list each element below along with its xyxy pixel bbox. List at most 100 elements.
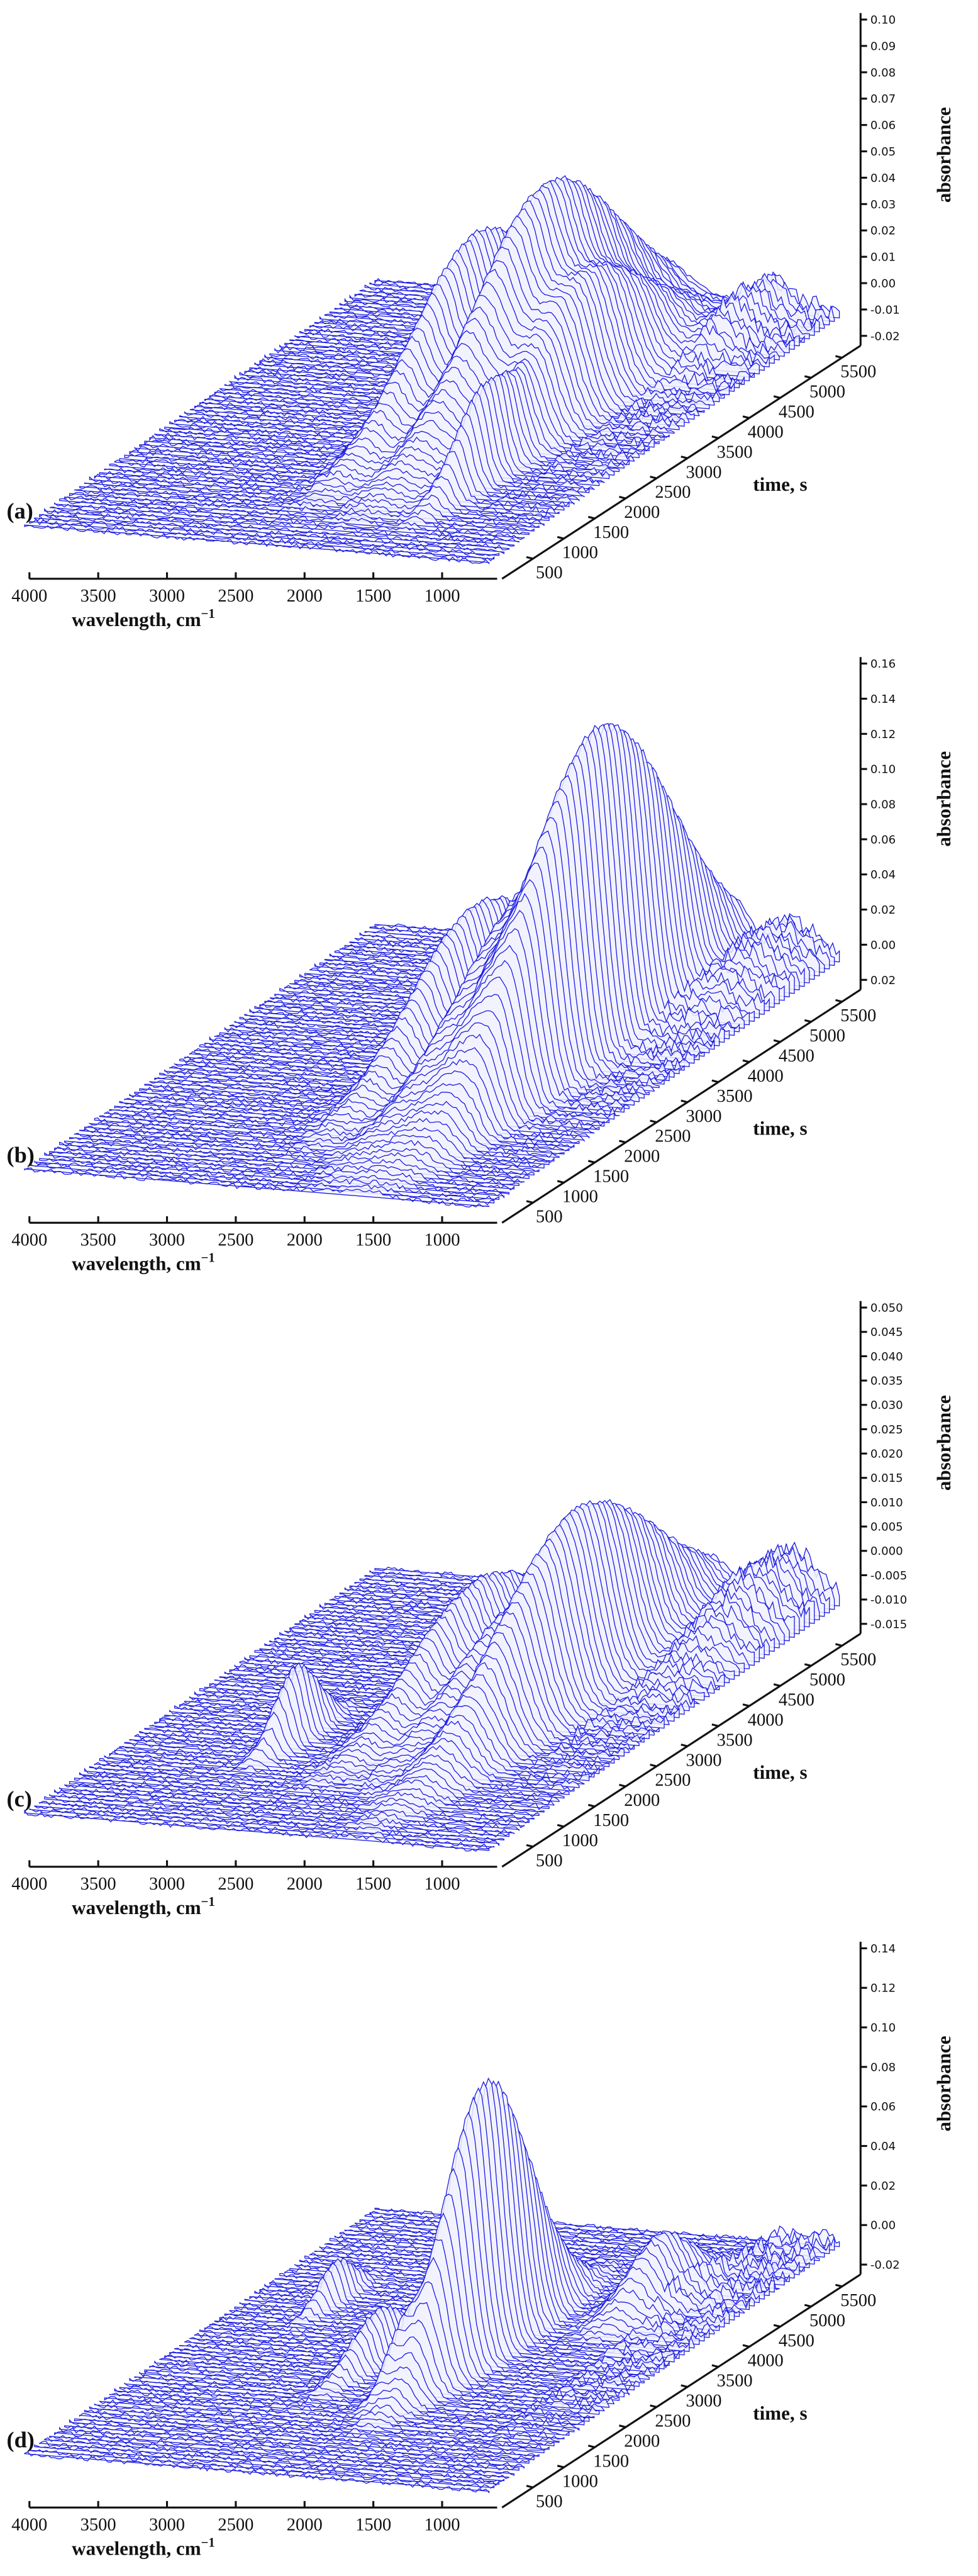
y-tick [711,1723,719,1727]
y-tick [804,2304,812,2308]
surface-slice [49,1150,515,1191]
y-tick-label: 2500 [655,1127,691,1146]
x-axis-label: wavelength, cm−1 [72,607,215,630]
y-tick [742,2344,750,2348]
surface-slice [24,2451,490,2494]
x-tick-label: 4000 [11,1231,47,1250]
z-tick-label: 0.050 [870,1302,903,1315]
surface-slice [99,2399,565,2440]
x-axis-label-text: wavelength, cm [72,1252,201,1274]
y-tick [526,1200,533,1204]
panel: 4000 3500 3000 2500 2000 1500 1000wavelength, … [7,1942,955,2559]
x-axis-label-superscript: −1 [201,1895,215,1909]
y-tick-label: 4500 [779,402,814,422]
z-tick-label: -0.015 [870,1618,907,1631]
z-tick-label: 0.07 [870,92,896,106]
x-tick-label: 1500 [355,1231,391,1250]
z-tick-label: 0.02 [870,225,896,238]
panel: 4000 3500 3000 2500 2000 1500 1000wavelength, … [7,13,955,630]
x-tick-label: 2500 [218,586,253,606]
y-tick-label: 5000 [809,1671,845,1690]
y-tick [526,1844,533,1848]
y-tick [711,435,719,439]
surface-slice [84,481,550,523]
x-axis-label-superscript: −1 [201,2536,215,2550]
surface-slice [54,1789,520,1832]
surface-slice [59,2426,525,2469]
y-tick-label: 3000 [686,1107,721,1126]
surface-slice [94,2403,560,2443]
y-tick [773,1683,781,1687]
z-tick-label: 0.04 [870,868,896,882]
x-tick-label: 2000 [287,1231,323,1250]
x-tick-label: 1500 [355,586,391,606]
y-tick [835,999,843,1003]
z-tick-label: 0.16 [870,658,896,671]
y-tick [742,415,750,419]
surface-slice [29,1808,495,1849]
x-tick-label: 2000 [287,586,323,606]
x-axis-label-text: wavelength, cm [72,1896,201,1918]
x-tick-label: 1500 [355,1874,391,1894]
x-tick-label: 3500 [81,1874,116,1894]
y-tick [557,1180,564,1184]
x-axis-label-superscript: −1 [201,607,215,621]
y-tick [526,556,533,560]
y-tick-label: 5000 [809,2311,845,2331]
surface-slice [39,2441,505,2482]
y-tick [587,1803,596,1808]
z-tick-label: -0.010 [870,1594,907,1607]
x-tick-label: 1000 [424,586,460,606]
y-tick-label: 1000 [562,543,598,563]
surface-slice [44,508,510,551]
y-axis [501,1633,862,1868]
y-tick [804,1663,812,1667]
y-tick [619,495,626,500]
y-tick [557,2465,564,2468]
y-axis [501,345,862,580]
surface-slice [29,2449,495,2489]
z-axis-label: absorbance [933,2036,955,2131]
z-tick-label: 0.015 [870,1472,903,1485]
y-tick-label: 3500 [717,442,753,462]
z-tick-label: 0.12 [870,1982,896,1995]
y-tick [619,1140,626,1144]
y-axis [501,988,862,1224]
z-tick-label: 0.010 [870,1496,903,1509]
x-tick-label: 3000 [149,1231,185,1250]
y-tick-label: 3500 [717,2372,753,2391]
z-tick-label: 0.10 [870,14,896,27]
surface-slice [104,2395,570,2436]
y-tick [711,1079,719,1084]
x-tick-label: 2500 [218,1874,253,1894]
y-tick [773,395,781,399]
y-tick [587,515,596,520]
surface-slice [53,502,520,543]
surface-slice [109,2392,575,2433]
z-tick-label: 0.02 [870,2180,896,2193]
surface-slice [39,513,505,554]
y-tick [619,2424,626,2428]
z-tick-label: 0.14 [870,693,896,706]
x-tick-label: 3500 [81,586,116,606]
surface-slice [29,518,495,561]
z-tick-label: 0.10 [870,763,896,776]
y-tick [650,2404,657,2408]
z-tick-label: 0.025 [870,1423,903,1436]
surface-slice [84,2409,550,2451]
y-tick [681,456,688,459]
z-tick-label: 0.03 [870,198,896,211]
y-tick-label: 500 [536,1207,563,1227]
y-tick-label: 5500 [840,2291,876,2310]
surface-slice [44,2437,510,2479]
x-tick-label: 1500 [355,2515,391,2534]
z-tick-label: 0.00 [870,2219,896,2232]
z-tick-label: -0.01 [870,303,900,316]
y-tick-label: 1500 [593,2451,629,2471]
surface-slice [119,2377,585,2426]
z-tick-label: 0.06 [870,2100,896,2114]
surface-slice [69,2419,535,2460]
z-tick-label: -0.005 [870,1569,907,1582]
surface-slice [74,2418,540,2457]
y-tick [773,1039,781,1043]
